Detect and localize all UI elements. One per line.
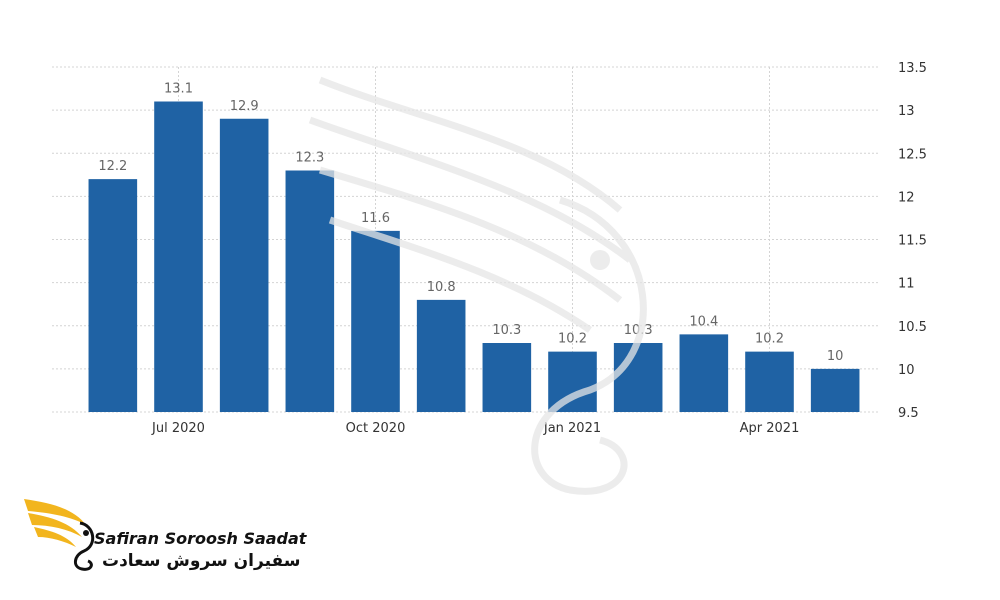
bar-value-label: 11.6 xyxy=(361,211,390,226)
brand-name-persian: سفیران سروش سعادت xyxy=(102,551,301,571)
bar xyxy=(154,101,203,412)
bar-value-label: 12.3 xyxy=(295,151,324,166)
bar xyxy=(482,343,532,412)
x-axis-ticks: Jul 2020 Oct 2020 Jan 2021 Apr 2021 xyxy=(151,421,799,436)
bar xyxy=(416,299,466,412)
bar xyxy=(679,334,729,412)
bar-value-label: 10.3 xyxy=(492,323,521,338)
bar-value-label: 12.2 xyxy=(98,159,127,174)
bar xyxy=(745,351,794,412)
y-tick-label: 10 xyxy=(898,363,915,378)
bar xyxy=(810,368,860,412)
brand-name-english: Safiran Soroosh Saadat xyxy=(94,529,307,548)
y-axis-ticks: 9.5 10 10.5 11 11.5 12 12.5 13 13.5 xyxy=(898,61,927,421)
bar xyxy=(88,179,138,412)
y-tick-label: 9.5 xyxy=(898,406,919,421)
bird-wing-icon xyxy=(24,499,95,571)
bar xyxy=(351,230,400,412)
y-tick-label: 13.5 xyxy=(898,61,927,76)
bar-value-label: 13.1 xyxy=(164,82,193,97)
x-tick-label: Jul 2020 xyxy=(151,421,205,436)
y-tick-label: 13 xyxy=(898,104,915,119)
watermark-bird-logo xyxy=(308,76,647,495)
brand-logo: Safiran Soroosh Saadat سفیران سروش سعادت xyxy=(22,495,306,585)
bar-value-label: 10 xyxy=(827,349,844,364)
bar xyxy=(285,170,335,412)
y-tick-label: 11 xyxy=(898,277,915,292)
bar-value-label: 12.9 xyxy=(230,99,259,114)
bars xyxy=(88,101,860,412)
bar xyxy=(219,118,269,412)
y-tick-label: 10.5 xyxy=(898,320,927,335)
bar-value-label: 10.2 xyxy=(558,332,587,347)
x-tick-label: Apr 2021 xyxy=(740,421,800,436)
y-tick-label: 12.5 xyxy=(898,147,927,162)
x-tick-label: Oct 2020 xyxy=(346,421,406,436)
y-tick-label: 12 xyxy=(898,190,915,205)
bar-value-label: 10.8 xyxy=(427,280,456,295)
y-tick-label: 11.5 xyxy=(898,234,927,249)
bar-value-label: 10.4 xyxy=(689,314,718,329)
x-tick-label: Jan 2021 xyxy=(543,421,601,436)
bar xyxy=(613,343,663,412)
bar xyxy=(548,351,597,412)
bar-value-label: 10.2 xyxy=(755,332,784,347)
